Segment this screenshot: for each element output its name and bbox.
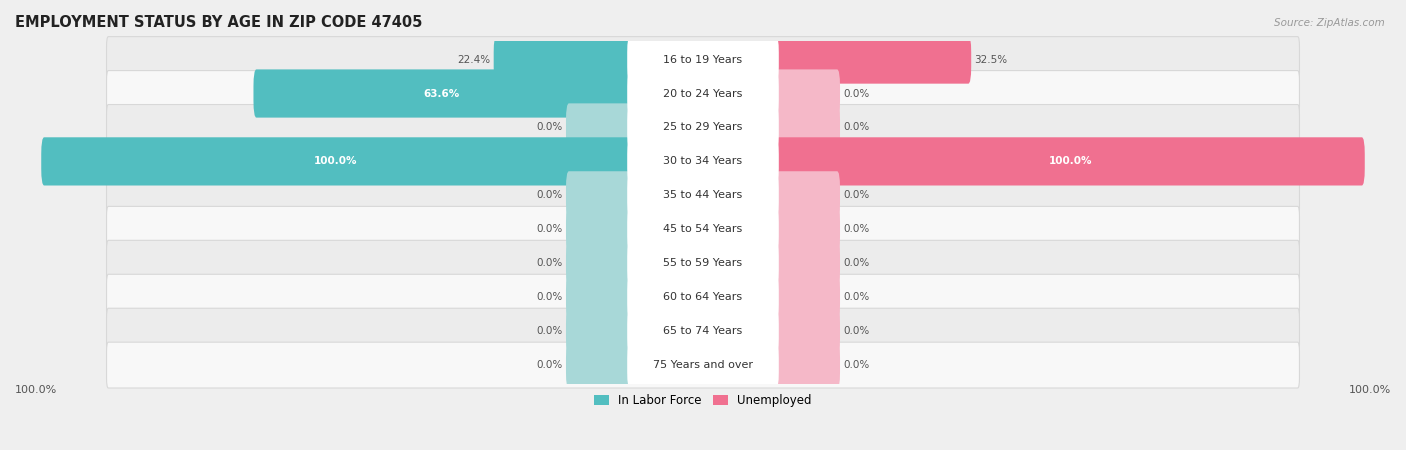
Text: 0.0%: 0.0% [844,122,869,132]
FancyBboxPatch shape [107,71,1299,117]
FancyBboxPatch shape [627,104,779,152]
Text: 65 to 74 Years: 65 to 74 Years [664,326,742,336]
FancyBboxPatch shape [627,307,779,355]
FancyBboxPatch shape [627,273,779,321]
Legend: In Labor Force, Unemployed: In Labor Force, Unemployed [589,390,817,412]
FancyBboxPatch shape [107,274,1299,320]
FancyBboxPatch shape [776,104,839,152]
Text: 35 to 44 Years: 35 to 44 Years [664,190,742,200]
Text: 0.0%: 0.0% [844,224,869,234]
FancyBboxPatch shape [567,239,630,288]
FancyBboxPatch shape [627,341,779,389]
Text: 25 to 29 Years: 25 to 29 Years [664,122,742,132]
Text: 0.0%: 0.0% [844,258,869,268]
FancyBboxPatch shape [107,172,1299,218]
Text: Source: ZipAtlas.com: Source: ZipAtlas.com [1274,18,1385,28]
Text: 0.0%: 0.0% [537,190,562,200]
FancyBboxPatch shape [567,205,630,253]
FancyBboxPatch shape [776,205,839,253]
FancyBboxPatch shape [627,171,779,220]
FancyBboxPatch shape [627,239,779,288]
FancyBboxPatch shape [107,342,1299,388]
FancyBboxPatch shape [567,171,630,220]
Text: 75 Years and over: 75 Years and over [652,360,754,370]
Text: 0.0%: 0.0% [844,292,869,302]
FancyBboxPatch shape [567,307,630,355]
FancyBboxPatch shape [567,273,630,321]
FancyBboxPatch shape [776,239,839,288]
FancyBboxPatch shape [776,307,839,355]
Text: EMPLOYMENT STATUS BY AGE IN ZIP CODE 47405: EMPLOYMENT STATUS BY AGE IN ZIP CODE 474… [15,15,422,30]
FancyBboxPatch shape [107,104,1299,150]
Text: 63.6%: 63.6% [423,89,460,99]
FancyBboxPatch shape [567,104,630,152]
Text: 0.0%: 0.0% [844,190,869,200]
FancyBboxPatch shape [627,137,779,185]
FancyBboxPatch shape [776,273,839,321]
FancyBboxPatch shape [107,308,1299,354]
FancyBboxPatch shape [776,341,839,389]
FancyBboxPatch shape [627,36,779,84]
Text: 0.0%: 0.0% [844,326,869,336]
FancyBboxPatch shape [494,36,630,84]
Text: 100.0%: 100.0% [15,385,58,395]
Text: 30 to 34 Years: 30 to 34 Years [664,157,742,166]
Text: 0.0%: 0.0% [537,360,562,370]
Text: 0.0%: 0.0% [537,122,562,132]
Text: 20 to 24 Years: 20 to 24 Years [664,89,742,99]
FancyBboxPatch shape [776,171,839,220]
Text: 22.4%: 22.4% [457,54,491,64]
FancyBboxPatch shape [107,139,1299,184]
FancyBboxPatch shape [776,36,972,84]
FancyBboxPatch shape [627,205,779,253]
Text: 0.0%: 0.0% [844,89,869,99]
Text: 0.0%: 0.0% [537,326,562,336]
FancyBboxPatch shape [627,69,779,117]
Text: 0.0%: 0.0% [537,224,562,234]
FancyBboxPatch shape [567,341,630,389]
Text: 0.0%: 0.0% [537,258,562,268]
Text: 100.0%: 100.0% [1348,385,1391,395]
Text: 0.0%: 0.0% [844,360,869,370]
Text: 100.0%: 100.0% [1049,157,1092,166]
Text: 45 to 54 Years: 45 to 54 Years [664,224,742,234]
FancyBboxPatch shape [107,240,1299,286]
Text: 16 to 19 Years: 16 to 19 Years [664,54,742,64]
FancyBboxPatch shape [41,137,630,185]
Text: 0.0%: 0.0% [537,292,562,302]
Text: 100.0%: 100.0% [314,157,357,166]
FancyBboxPatch shape [776,69,839,117]
FancyBboxPatch shape [107,207,1299,252]
Text: 60 to 64 Years: 60 to 64 Years [664,292,742,302]
FancyBboxPatch shape [776,137,1365,185]
FancyBboxPatch shape [253,69,630,117]
Text: 55 to 59 Years: 55 to 59 Years [664,258,742,268]
FancyBboxPatch shape [107,36,1299,82]
Text: 32.5%: 32.5% [974,54,1007,64]
